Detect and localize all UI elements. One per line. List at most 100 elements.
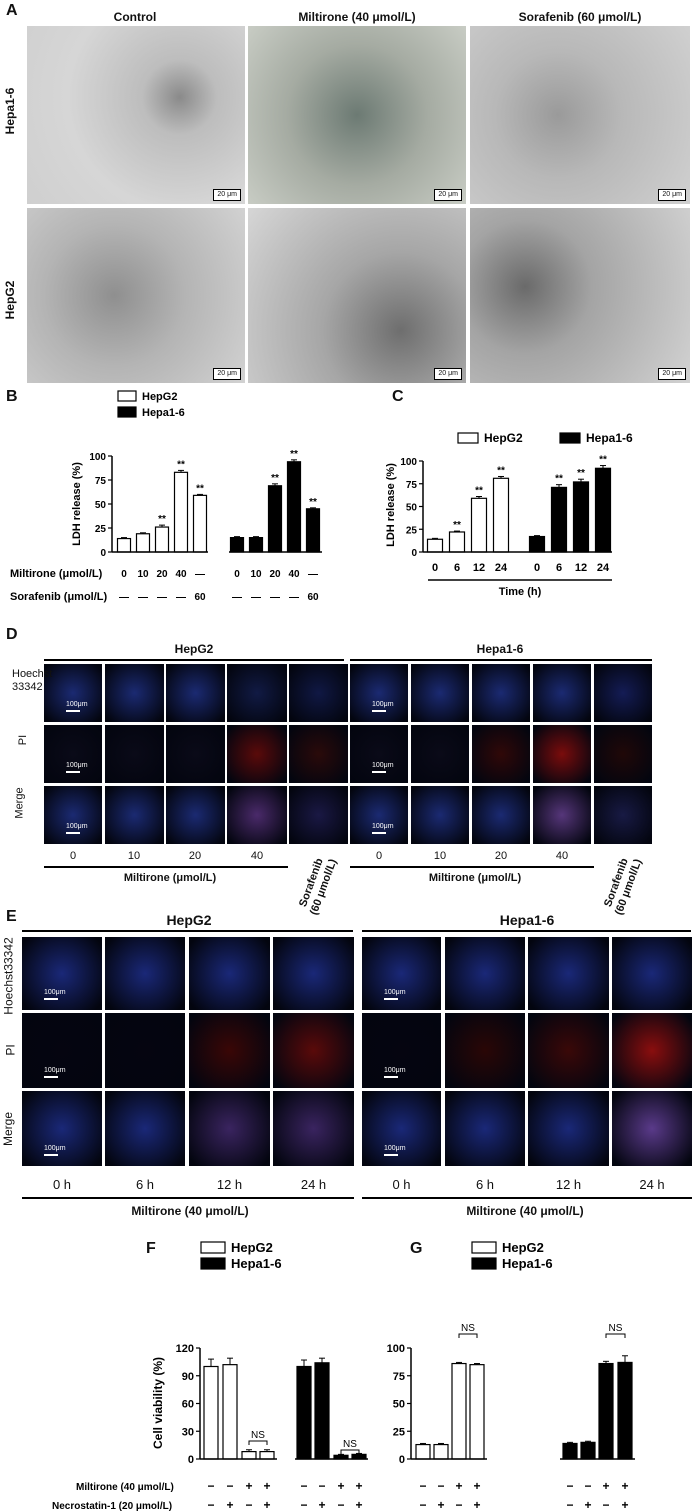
d-image-r2-c1 [105, 786, 164, 844]
necrostatin-sign: + [473, 1498, 480, 1512]
time-tick-label: 12 [473, 562, 485, 574]
d-image-r1-c8 [533, 725, 591, 783]
d-group-line-hepa16 [350, 659, 652, 661]
miltirone-sign: + [602, 1479, 609, 1493]
necrostatin-sign: + [318, 1498, 325, 1512]
d-image-r0-c7 [472, 664, 530, 722]
miltirone-value: 40 [288, 569, 300, 580]
ns-label: NS [461, 1323, 475, 1334]
necrostatin-sign: − [455, 1498, 462, 1512]
e-time-label: 24 h [300, 1177, 327, 1192]
bar-hepg2-2 [154, 526, 170, 553]
time-tick-label: 6 [556, 562, 562, 574]
necrostatin-sign: + [355, 1498, 362, 1512]
miltirone-value: 10 [250, 569, 262, 580]
y-tick-label: 25 [406, 525, 418, 536]
miltirone-sign: − [226, 1479, 233, 1493]
e-image-r2-c3 [273, 1091, 354, 1166]
panel-label-c: C [392, 388, 404, 405]
bar-hepg2-0 [426, 538, 444, 553]
bar-hepa16-1 [550, 486, 568, 553]
e-row-hoechst: Hoechst33342 [1, 937, 16, 1015]
col-header-miltirone: Miltirone (40 μmol/L) [298, 10, 416, 24]
d-conc-label: 40 [250, 850, 264, 862]
legend-swatch-hepg2 [471, 1241, 497, 1254]
sorafenib-value: — [119, 592, 129, 603]
e-group-line-hepa16 [362, 930, 691, 932]
row-header-hepg2: HepG2 [3, 280, 17, 320]
y-tick-label: 100 [387, 1343, 405, 1355]
d-miltirone-line-hepg2 [44, 866, 288, 868]
significance-label: ** [158, 514, 166, 525]
bar-hepa16-1 [314, 1362, 330, 1460]
bar-hepa16-0 [528, 535, 546, 553]
significance-label: ** [177, 459, 185, 470]
ns-label: NS [251, 1430, 265, 1441]
necrostatin-sign: − [566, 1498, 573, 1512]
scale-bar-label: 100μm [44, 1067, 66, 1078]
legend-label: HepG2 [231, 1240, 273, 1255]
significance-label: ** [475, 485, 483, 496]
significance-label: ** [196, 483, 204, 494]
miltirone-value: — [195, 569, 205, 580]
panel-label-b: B [6, 388, 18, 405]
d-image-r0-c1 [105, 664, 164, 722]
miltirone-sign: − [207, 1479, 214, 1493]
d-miltirone-line-hepa16 [350, 866, 594, 868]
d-image-r1-c9 [594, 725, 652, 783]
d-image-r0-c9 [594, 664, 652, 722]
necrostatin-sign: + [263, 1498, 270, 1512]
x-axis-label: Time (h) [499, 586, 542, 598]
bar-hepg2-3 [259, 1451, 275, 1460]
d-image-r0-c3 [227, 664, 287, 722]
significance-label: ** [577, 468, 585, 479]
d-group-hepg2: HepG2 [174, 642, 214, 656]
scale-bar-label: 100μm [372, 823, 394, 834]
necrostatin-sign: − [300, 1498, 307, 1512]
miltirone-value: 0 [234, 569, 240, 580]
legend-label: Hepa1-6 [586, 431, 633, 445]
bar-hepg2-1 [448, 531, 466, 553]
bar-hepg2-0 [116, 537, 132, 553]
legend-label: HepG2 [502, 1240, 544, 1255]
miltirone-sign: + [455, 1479, 462, 1493]
ns-bracket-hepa16 [605, 1333, 626, 1338]
e-image-r2-c6 [528, 1091, 609, 1166]
e-time-label: 0 h [392, 1177, 411, 1192]
sorafenib-value: 60 [194, 592, 206, 603]
ns-label: NS [343, 1439, 357, 1450]
scale-bar-label: 20 μm [658, 189, 686, 201]
e-image-r0-c2 [189, 937, 270, 1010]
significance-label: ** [599, 455, 607, 466]
y-tick-label: 0 [100, 548, 106, 559]
legend-label: Hepa1-6 [142, 407, 185, 419]
e-row-pi: PI [3, 1044, 18, 1056]
d-image-r1-c7 [472, 725, 530, 783]
e-image-r2-c2 [189, 1091, 270, 1166]
d-image-r2-c6 [411, 786, 469, 844]
necrostatin-sign: − [602, 1498, 609, 1512]
legend-label: Hepa1-6 [502, 1256, 553, 1271]
d-conc-label: 20 [188, 850, 202, 862]
scale-bar-label: 100μm [384, 1067, 406, 1078]
row-label-miltirone: Miltirone (μmol/L) [10, 568, 103, 580]
bar-hepa16-1 [248, 537, 264, 553]
bar-hepa16-3 [617, 1361, 633, 1460]
miltirone-value: 20 [269, 569, 281, 580]
scale-bar-label: 100μm [372, 701, 394, 712]
e-image-r1-c5 [445, 1013, 525, 1088]
legend-swatch-hepa16 [200, 1257, 226, 1270]
d-image-r2-c3 [227, 786, 287, 844]
e-image-r1-c2 [189, 1013, 270, 1088]
legend-swatch-hepa16 [559, 432, 581, 444]
necrostatin-sign: + [226, 1498, 233, 1512]
y-tick-label: 30 [182, 1426, 194, 1438]
necrostatin-sign: + [621, 1498, 628, 1512]
ns-bracket-hepg2 [248, 1440, 268, 1445]
bar-hepa16-0 [229, 537, 245, 553]
sorafenib-value: — [251, 592, 261, 603]
d-image-r2-c9 [594, 786, 652, 844]
bar-hepa16-4 [305, 508, 321, 553]
